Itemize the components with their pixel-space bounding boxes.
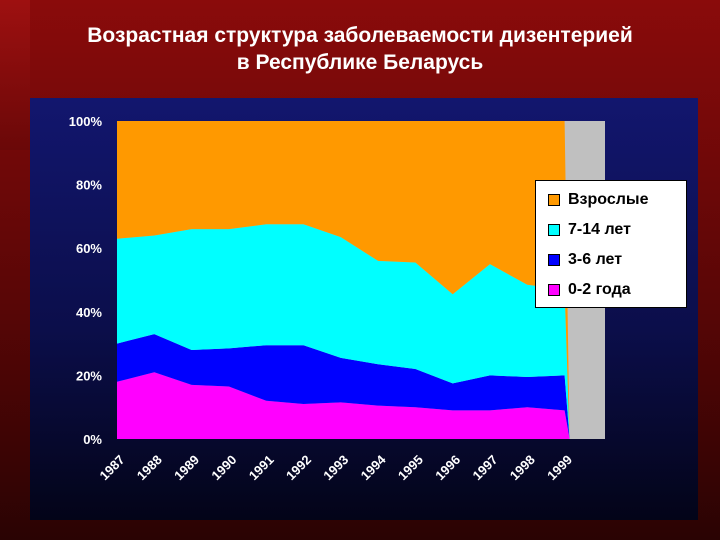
- y-tick-label: 20%: [76, 368, 102, 383]
- legend-swatch: [548, 194, 560, 206]
- y-tick-label: 100%: [69, 114, 103, 129]
- legend-label: Взрослые: [568, 191, 649, 208]
- corner-accent: [0, 0, 30, 150]
- x-axis-labels: 1987 1988 1989 1990 1991 1992 1993 1994 1995 1996…: [97, 452, 576, 484]
- x-tick-label: 1999: [544, 452, 575, 483]
- legend-swatch: [548, 284, 560, 296]
- legend-label: 7-14 лет: [568, 221, 631, 238]
- legend-label: 0-2 года: [568, 281, 631, 298]
- slide-title: Возрастная структура заболеваемости дизе…: [87, 24, 633, 74]
- legend-item: Взрослые: [536, 185, 686, 215]
- x-tick-label: 1993: [320, 452, 351, 483]
- x-tick-label: 1996: [432, 452, 463, 483]
- y-tick-label: 80%: [76, 178, 102, 193]
- legend-item: 3-6 лет: [536, 245, 686, 275]
- area-series-1: [117, 334, 570, 439]
- x-tick-label: 1997: [470, 452, 501, 483]
- y-tick-label: 60%: [76, 241, 102, 256]
- chart-areas: [117, 121, 605, 439]
- area-series-2: [117, 224, 570, 439]
- y-tick-label: 40%: [76, 305, 102, 320]
- x-tick-label: 1988: [134, 452, 165, 483]
- y-axis-labels: 0% 20% 40% 60% 80% 100%: [69, 114, 103, 447]
- area-series-0: [117, 372, 570, 439]
- legend-swatch: [548, 224, 560, 236]
- x-tick-label: 1992: [283, 452, 314, 483]
- legend-item: 7-14 лет: [536, 215, 686, 245]
- x-tick-label: 1995: [395, 452, 426, 483]
- x-tick-label: 1987: [97, 452, 128, 483]
- x-tick-label: 1998: [507, 452, 538, 483]
- y-tick-label: 0%: [83, 432, 102, 447]
- legend-label: 3-6 лет: [568, 251, 623, 268]
- legend-swatch: [548, 254, 560, 266]
- x-tick-label: 1989: [171, 452, 202, 483]
- x-tick-label: 1990: [208, 452, 239, 483]
- chart-legend: Взрослые 7-14 лет 3-6 лет 0-2 года: [535, 180, 687, 308]
- area-series-3: [117, 121, 570, 439]
- x-tick-label: 1991: [246, 452, 277, 483]
- x-tick-label: 1994: [358, 452, 390, 484]
- legend-item: 0-2 года: [536, 275, 686, 305]
